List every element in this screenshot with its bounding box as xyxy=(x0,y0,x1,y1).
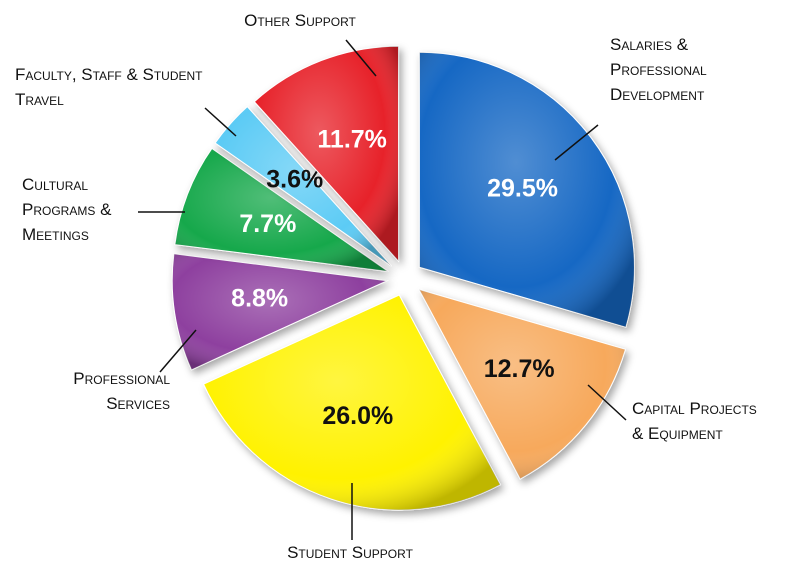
leader-line xyxy=(204,107,237,137)
leader-line xyxy=(554,124,599,161)
value-label: 3.6% xyxy=(266,165,323,193)
value-label: 12.7% xyxy=(484,355,555,383)
category-label: Professional Services xyxy=(73,369,170,413)
leader-line xyxy=(159,329,197,373)
slice-shading xyxy=(254,46,399,262)
slice-shading xyxy=(215,106,392,267)
value-label: 11.7% xyxy=(317,125,387,153)
slice-shading xyxy=(172,253,388,370)
slice-shading xyxy=(203,295,501,511)
slice-shading xyxy=(419,52,635,328)
category-label: Cultural Programs & Meetings xyxy=(22,175,112,244)
value-label: 8.8% xyxy=(231,285,288,313)
category-label: Capital Projects & Equipment xyxy=(632,399,757,443)
category-label: Faculty, Staff & Student Travel xyxy=(15,65,203,109)
slice-shading xyxy=(418,289,626,480)
value-label: 26.0% xyxy=(322,402,393,430)
slice-shading xyxy=(174,148,389,272)
leader-line xyxy=(587,384,627,421)
value-label: 7.7% xyxy=(239,210,296,238)
leader-line xyxy=(345,39,377,77)
category-label: Student Support xyxy=(287,543,413,562)
category-label: Other Support xyxy=(244,11,356,30)
category-label: Salaries & Professional Development xyxy=(610,35,707,104)
value-label: 29.5% xyxy=(487,174,558,202)
